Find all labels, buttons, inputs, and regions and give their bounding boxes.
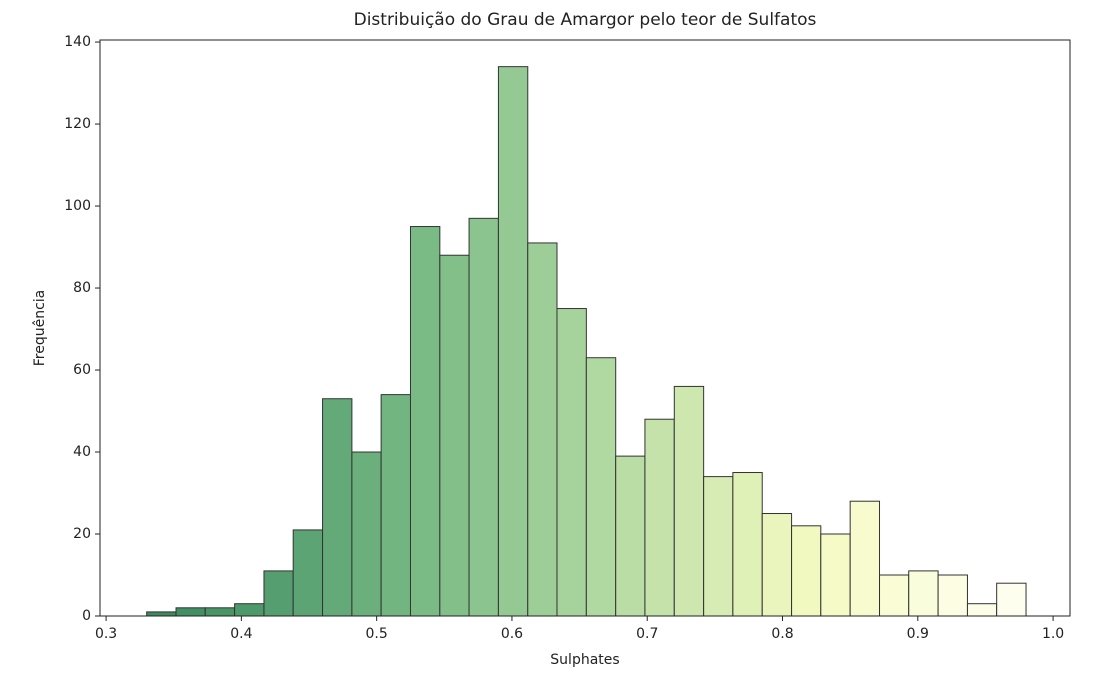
bar	[439, 254, 470, 617]
x-tick-label: 0.9	[907, 626, 929, 642]
x-tick-label: 0.7	[636, 626, 658, 642]
y-tick-label: 120	[64, 116, 91, 132]
y-tick-label: 80	[73, 280, 91, 296]
y-tick-label: 0	[82, 608, 91, 624]
bar	[409, 226, 441, 617]
x-tick-label: 0.4	[230, 626, 252, 642]
bar	[351, 451, 382, 617]
bar	[849, 500, 881, 617]
bar	[292, 529, 324, 617]
bar	[791, 525, 822, 617]
plot-frame	[99, 39, 1071, 617]
bar	[234, 603, 265, 617]
y-axis-label: Frequência	[32, 290, 48, 367]
bar	[820, 533, 851, 617]
bar	[908, 570, 939, 617]
x-tick-label: 0.5	[366, 626, 388, 642]
bar	[322, 398, 353, 617]
chart-title: Distribuição do Grau de Amargor pelo teo…	[354, 10, 817, 30]
x-tick-label: 0.3	[95, 626, 117, 642]
bar	[761, 513, 793, 617]
x-axis-label: Sulphates	[550, 652, 619, 668]
bar	[644, 418, 675, 617]
bar	[615, 455, 646, 617]
bar	[673, 385, 705, 617]
bar	[204, 607, 236, 617]
x-tick-label: 0.6	[501, 626, 523, 642]
bar	[468, 217, 499, 617]
y-tick-label: 20	[73, 526, 91, 542]
bar	[937, 574, 968, 617]
bar	[966, 603, 998, 617]
x-tick-label: 0.8	[771, 626, 793, 642]
bar	[380, 394, 411, 617]
y-tick-label: 60	[73, 362, 91, 378]
bar	[879, 574, 910, 617]
bar	[263, 570, 294, 617]
bar	[732, 472, 763, 617]
bar	[497, 66, 529, 617]
bar	[703, 476, 734, 617]
y-tick-label: 100	[64, 198, 91, 214]
y-tick-label: 40	[73, 444, 91, 460]
x-tick-label: 1.0	[1042, 626, 1064, 642]
bar	[556, 308, 587, 617]
y-tick-label: 140	[64, 34, 91, 50]
bar	[527, 242, 558, 617]
bar	[585, 357, 617, 617]
bar	[175, 607, 206, 617]
bar	[146, 611, 177, 617]
bar	[996, 582, 1027, 617]
